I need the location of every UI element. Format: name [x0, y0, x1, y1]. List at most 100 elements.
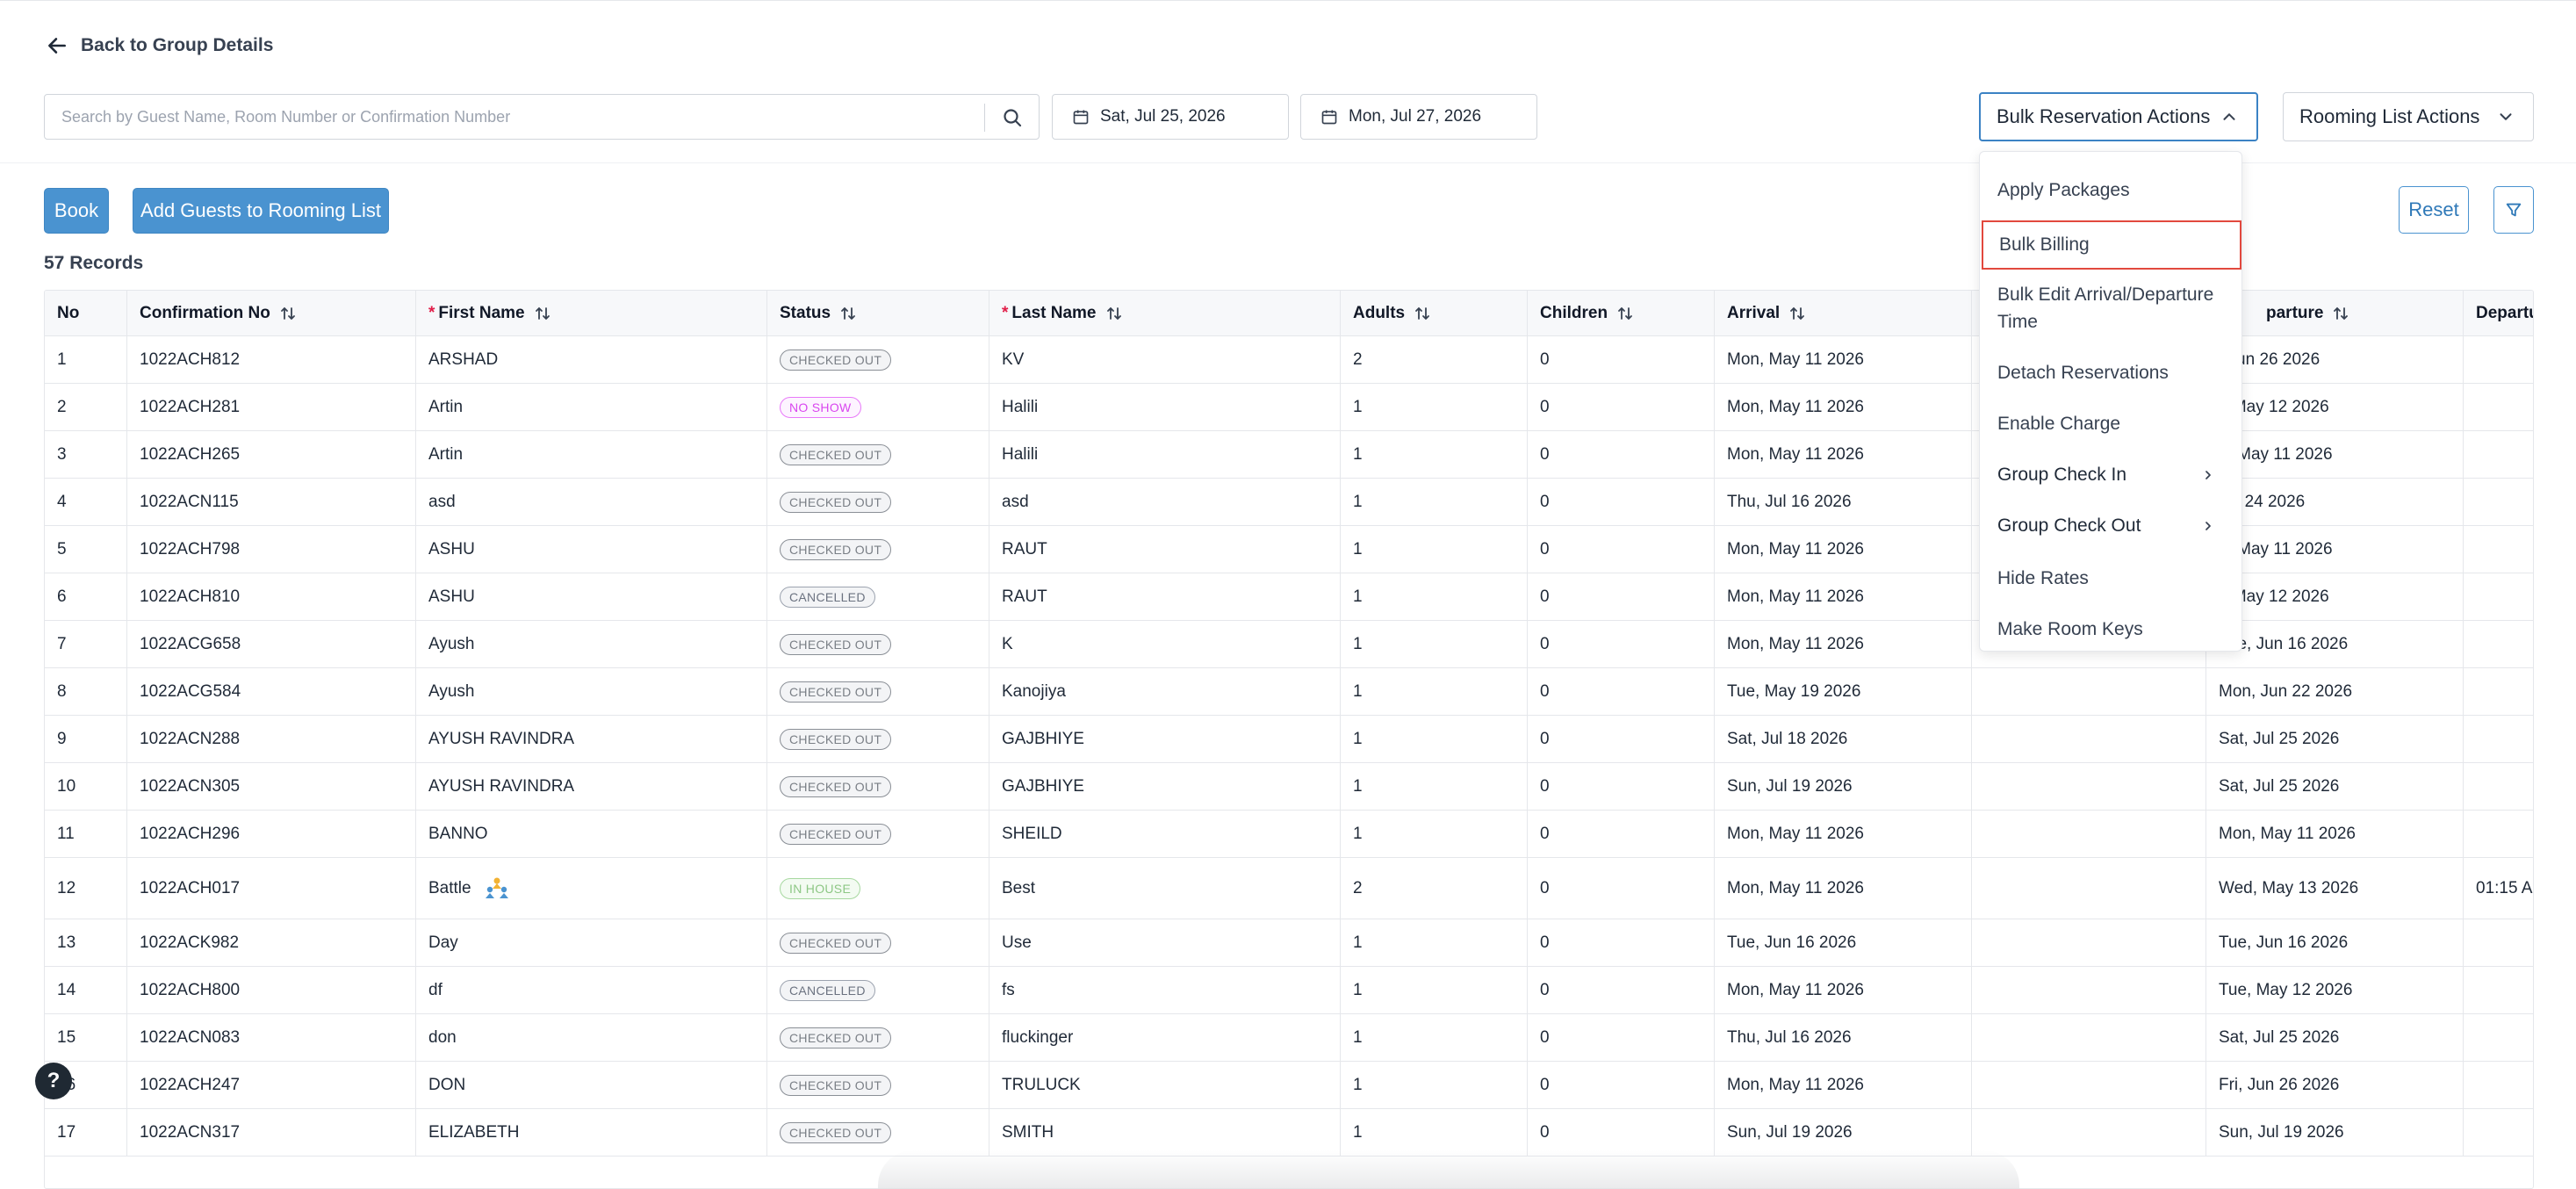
cell-dep_time [2464, 384, 2533, 430]
table-row[interactable]: 2 1022ACH281 Artin NO SHOW Halili 1 0 Mon, May … [45, 384, 2533, 431]
cell-departure: Sat, Jul 25 2026 [2206, 716, 2464, 762]
cell-adults: 1 [1341, 763, 1528, 810]
table-row[interactable]: 11 1022ACH296 BANNO CHECKED OUT SHEILD 1 0 Mon,… [45, 811, 2533, 858]
cell-text: fs [1002, 980, 1015, 999]
bulk-reservation-actions-select[interactable]: Bulk Reservation Actions [1979, 92, 2258, 141]
cell-text: ELIZABETH [428, 1122, 520, 1142]
table-row[interactable]: 1 1022ACH812 ARSHAD CHECKED OUT KV 2 0 Mon, May… [45, 336, 2533, 384]
cell-text: 1 [1353, 681, 1363, 701]
search-button[interactable] [997, 104, 1028, 132]
cell-children: 0 [1528, 1062, 1715, 1108]
cell-adults: 1 [1341, 1109, 1528, 1156]
table-row[interactable]: 8 1022ACG584 Ayush CHECKED OUT Kanojiya 1 0 Tue… [45, 668, 2533, 716]
cell-text: 1022ACH296 [140, 824, 241, 843]
departure-date-picker[interactable]: Mon, Jul 27, 2026 [1300, 94, 1537, 140]
cell-text: 2 [57, 397, 67, 416]
cell-dep_time [2464, 526, 2533, 573]
cell-text: Sun, Jul 19 2026 [1727, 776, 1853, 796]
cell-last: asd [989, 479, 1341, 525]
page-header: Back to Group Details Sat, Jul 25, 2026 … [0, 0, 2576, 163]
menu-item-make-room-keys[interactable]: Make Room Keys [1980, 612, 2241, 647]
cell-text: Wed, May 13 2026 [2219, 878, 2359, 897]
table-row[interactable]: 17 1022ACN317 ELIZABETH CHECKED OUT SMITH 1 0 S… [45, 1109, 2533, 1157]
cell-departure: Tue, Jun 16 2026 [2206, 621, 2464, 667]
cell-text: Sat, Jul 25 2026 [2219, 729, 2340, 748]
menu-item-enable-charge[interactable]: Enable Charge [1980, 407, 2241, 442]
column-header-status[interactable]: Status [767, 291, 989, 335]
cell-text: n, May 11 2026 [2219, 444, 2333, 464]
help-button[interactable]: ? [35, 1063, 72, 1099]
menu-item-bulk-edit-time[interactable]: Bulk Edit Arrival/Departure Time [1980, 277, 2241, 340]
cell-text: 1022ACN083 [140, 1027, 241, 1047]
table-row[interactable]: 6 1022ACH810 ASHU CANCELLED RAUT 1 0 Mon, May 1… [45, 573, 2533, 621]
rooming-list-actions-select[interactable]: Rooming List Actions [2283, 92, 2534, 141]
table-row[interactable]: 13 1022ACK982 Day CHECKED OUT Use 1 0 Tue, Jun … [45, 919, 2533, 967]
table-row[interactable]: 12 1022ACH017 Battle IN HOUSE Best 2 0 Mon, May… [45, 858, 2533, 919]
cell-status: CHECKED OUT [767, 336, 989, 383]
cell-text: 0 [1540, 878, 1550, 897]
menu-item-group-check-out[interactable]: Group Check Out [1980, 508, 2241, 544]
table-row[interactable]: 3 1022ACH265 Artin CHECKED OUT Halili 1 0 Mon, … [45, 431, 2533, 479]
cell-arrival: Mon, May 11 2026 [1715, 858, 1972, 919]
table-row[interactable]: 7 1022ACG658 Ayush CHECKED OUT K 1 0 Mon, May 1… [45, 621, 2533, 668]
cell-children: 0 [1528, 1109, 1715, 1156]
column-header-departure[interactable]: parture [2206, 291, 2464, 335]
cell-adults: 1 [1341, 716, 1528, 762]
cell-text: 1022ACG658 [140, 634, 241, 653]
menu-item-bulk-billing[interactable]: Bulk Billing [1982, 220, 2241, 270]
column-header-label: Confirmation No [140, 303, 270, 322]
column-header-children[interactable]: Children [1528, 291, 1715, 335]
rooming-list-table: No Confirmation No * First Name Status * L… [44, 290, 2534, 1189]
cell-text: Mon, May 11 2026 [1727, 980, 1864, 999]
menu-item-detach-reservations[interactable]: Detach Reservations [1980, 356, 2241, 391]
column-header-label: First Name [438, 303, 525, 322]
menu-item-hide-rates[interactable]: Hide Rates [1980, 561, 2241, 596]
cell-text: Tue, May 19 2026 [1727, 681, 1861, 701]
table-row[interactable]: 9 1022ACN288 AYUSH RAVINDRA CHECKED OUT GAJB… [45, 716, 2533, 763]
table-row[interactable]: 161022ACH247DONCHECKED OUTTRULUCK10Mon, … [45, 1062, 2533, 1109]
filter-button[interactable] [2493, 186, 2534, 234]
filter-icon [2506, 203, 2522, 217]
add-guests-button[interactable]: Add Guests to Rooming List [133, 188, 389, 234]
cell-adults: 1 [1341, 479, 1528, 525]
cell-children: 0 [1528, 811, 1715, 857]
cell-first: AYUSH RAVINDRA [416, 763, 767, 810]
table-row[interactable]: 10 1022ACN305 AYUSH RAVINDRA CHECKED OUT GAJ… [45, 763, 2533, 811]
table-row[interactable]: 14 1022ACH800 df CANCELLED fs 1 0 Mon, May 11 2… [45, 967, 2533, 1014]
cell-last: RAUT [989, 573, 1341, 620]
bottom-overlay [878, 1150, 2019, 1189]
cell-arrival: Thu, Jul 16 2026 [1715, 1014, 1972, 1061]
menu-item-group-check-in[interactable]: Group Check In [1980, 458, 2241, 493]
column-header-arrival[interactable]: Arrival [1715, 291, 1972, 335]
cell-text: 1022ACN317 [140, 1122, 241, 1142]
cell-first: Ayush [416, 668, 767, 715]
menu-item-apply-packages[interactable]: Apply Packages [1980, 173, 2241, 208]
reset-button[interactable]: Reset [2399, 186, 2469, 234]
cell-first: Ayush [416, 621, 767, 667]
book-button[interactable]: Book [44, 188, 109, 234]
cell-conf: 1022ACH810 [127, 573, 416, 620]
column-header-confirmation[interactable]: Confirmation No [127, 291, 416, 335]
cell-departure: Sat, Jul 25 2026 [2206, 1014, 2464, 1061]
status-badge: CANCELLED [780, 979, 875, 1001]
cell-text: RAUT [1002, 539, 1047, 558]
table-row[interactable]: 5 1022ACH798 ASHU CHECKED OUT RAUT 1 0 Mon, May… [45, 526, 2533, 573]
cell-first: ASHU [416, 526, 767, 573]
cell-text: 1 [1353, 492, 1363, 511]
back-to-group-details-link[interactable]: Back to Group Details [46, 32, 273, 59]
status-badge: CHECKED OUT [780, 932, 892, 954]
cell-conf: 1022ACG658 [127, 621, 416, 667]
table-row[interactable]: 15 1022ACN083 don CHECKED OUT fluckinger 1 0 Th… [45, 1014, 2533, 1062]
group-icon [484, 876, 510, 901]
search-input[interactable] [46, 96, 983, 138]
column-header-last-name[interactable]: * Last Name [989, 291, 1341, 335]
column-header-adults[interactable]: Adults [1341, 291, 1528, 335]
cell-text: Sat, Jul 25 2026 [2219, 776, 2340, 796]
cell-blank [1972, 811, 2206, 857]
cell-text: 1022ACH800 [140, 980, 241, 999]
column-header-first-name[interactable]: * First Name [416, 291, 767, 335]
cell-adults: 1 [1341, 621, 1528, 667]
arrival-date-picker[interactable]: Sat, Jul 25, 2026 [1052, 94, 1289, 140]
column-header-label: Status [780, 303, 831, 322]
status-badge: CHECKED OUT [780, 1121, 892, 1143]
